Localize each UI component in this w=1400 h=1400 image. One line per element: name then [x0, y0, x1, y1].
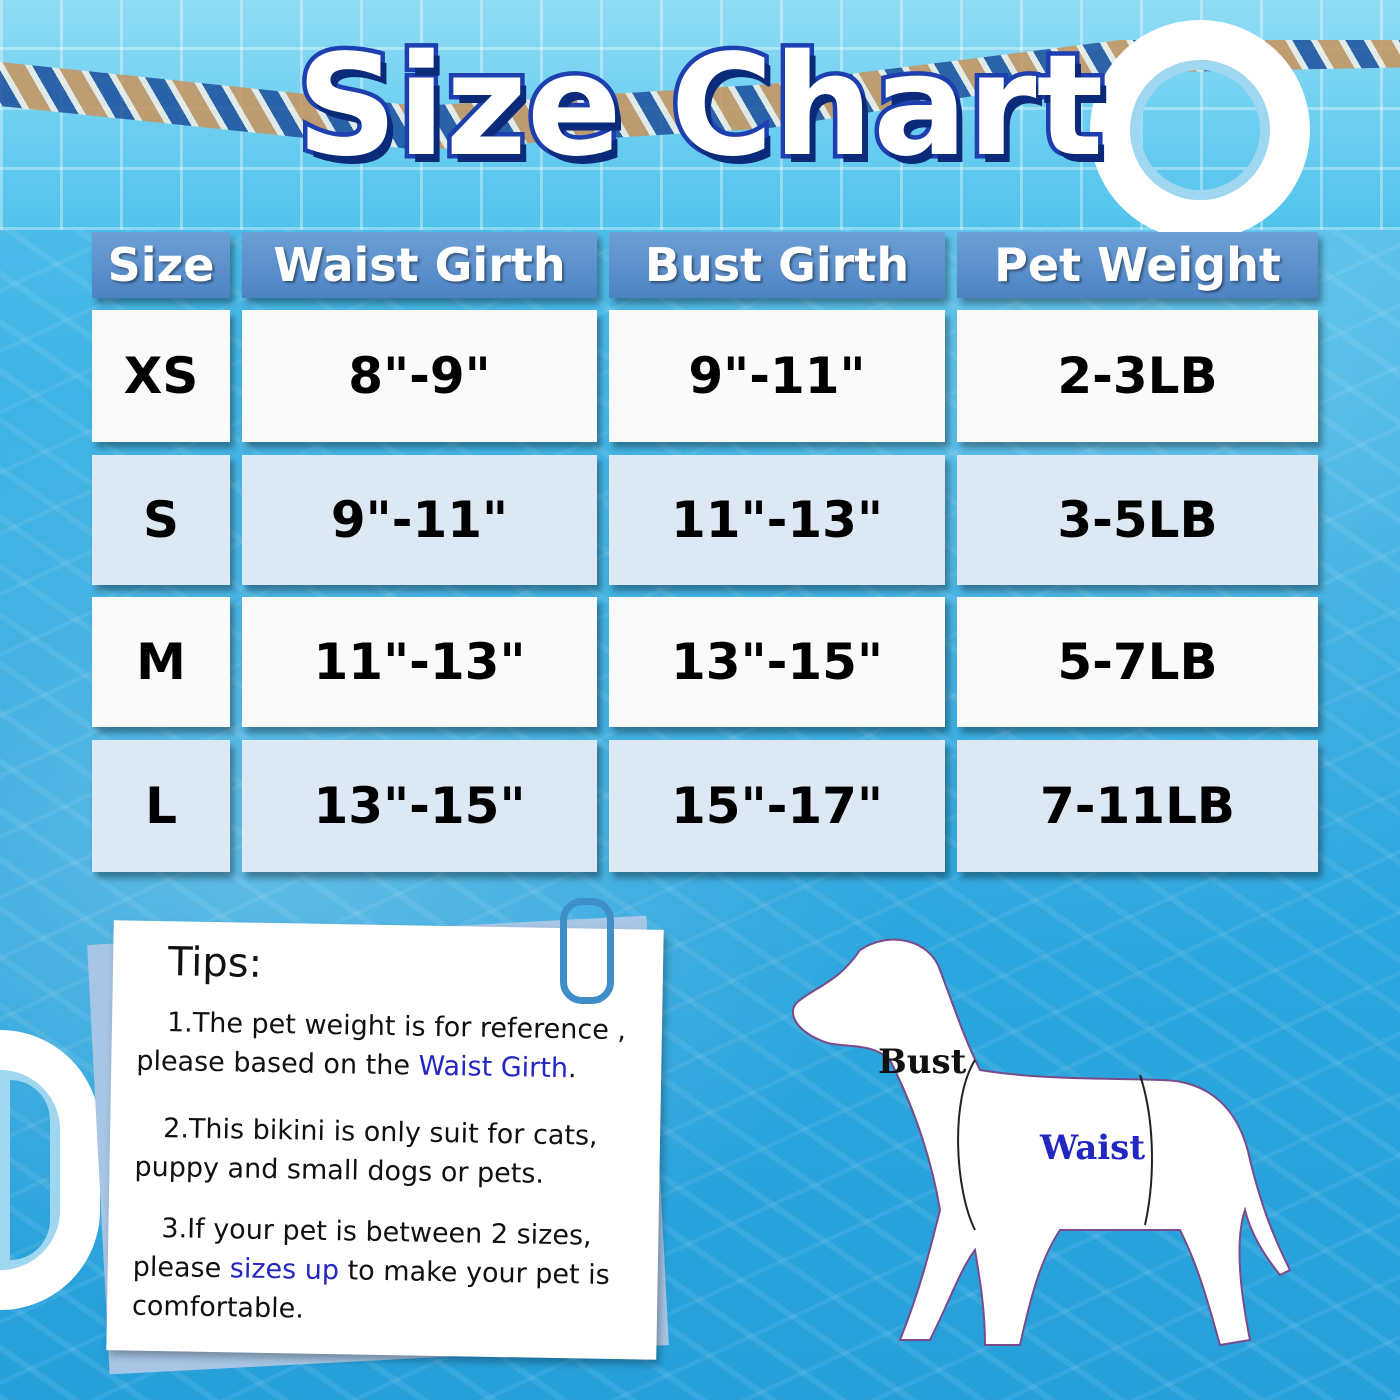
swim-ring-decoration [0, 1030, 100, 1310]
table-cell-pet-weight: 5-7LB [957, 597, 1318, 727]
column-header-pet-weight: Pet Weight [957, 232, 1318, 298]
paper-clip-icon [560, 898, 614, 1004]
table-cell-waist-girth: 8"-9" [242, 310, 597, 442]
tip-highlight: sizes up [229, 1253, 340, 1287]
column-header-waist-girth: Waist Girth [242, 232, 597, 298]
table-cell-pet-weight: 3-5LB [957, 455, 1318, 585]
table-cell-size: XS [92, 310, 230, 442]
table-cell-pet-weight: 7-11LB [957, 740, 1318, 872]
table-cell-pet-weight: 2-3LB [957, 310, 1318, 442]
tip-2: 2.This bikini is only suit for cats, pup… [134, 1113, 598, 1190]
tips-heading: Tips: [167, 939, 263, 987]
table-cell-size: L [92, 740, 230, 872]
table-cell-bust-girth: 11"-13" [609, 455, 945, 585]
table-cell-waist-girth: 9"-11" [242, 455, 597, 585]
table-cell-size: S [92, 455, 230, 585]
page-title: Size Chart [292, 21, 1108, 193]
table-cell-waist-girth: 13"-15" [242, 740, 597, 872]
table-cell-bust-girth: 13"-15" [609, 597, 945, 727]
dog-silhouette-diagram [791, 938, 1292, 1347]
tip-1: 1.The pet weight is for reference , plea… [136, 1007, 627, 1085]
waist-label: Waist [1040, 1128, 1146, 1168]
tip-highlight: Waist Girth [418, 1050, 569, 1085]
tip-3: 3.If your pet is between 2 sizes, please… [131, 1213, 611, 1325]
column-header-bust-girth: Bust Girth [609, 232, 945, 298]
table-cell-bust-girth: 9"-11" [609, 310, 945, 442]
column-header-size: Size [92, 232, 230, 298]
table-cell-bust-girth: 15"-17" [609, 740, 945, 872]
table-cell-waist-girth: 11"-13" [242, 597, 597, 727]
bust-label: Bust [878, 1042, 967, 1082]
table-cell-size: M [92, 597, 230, 727]
